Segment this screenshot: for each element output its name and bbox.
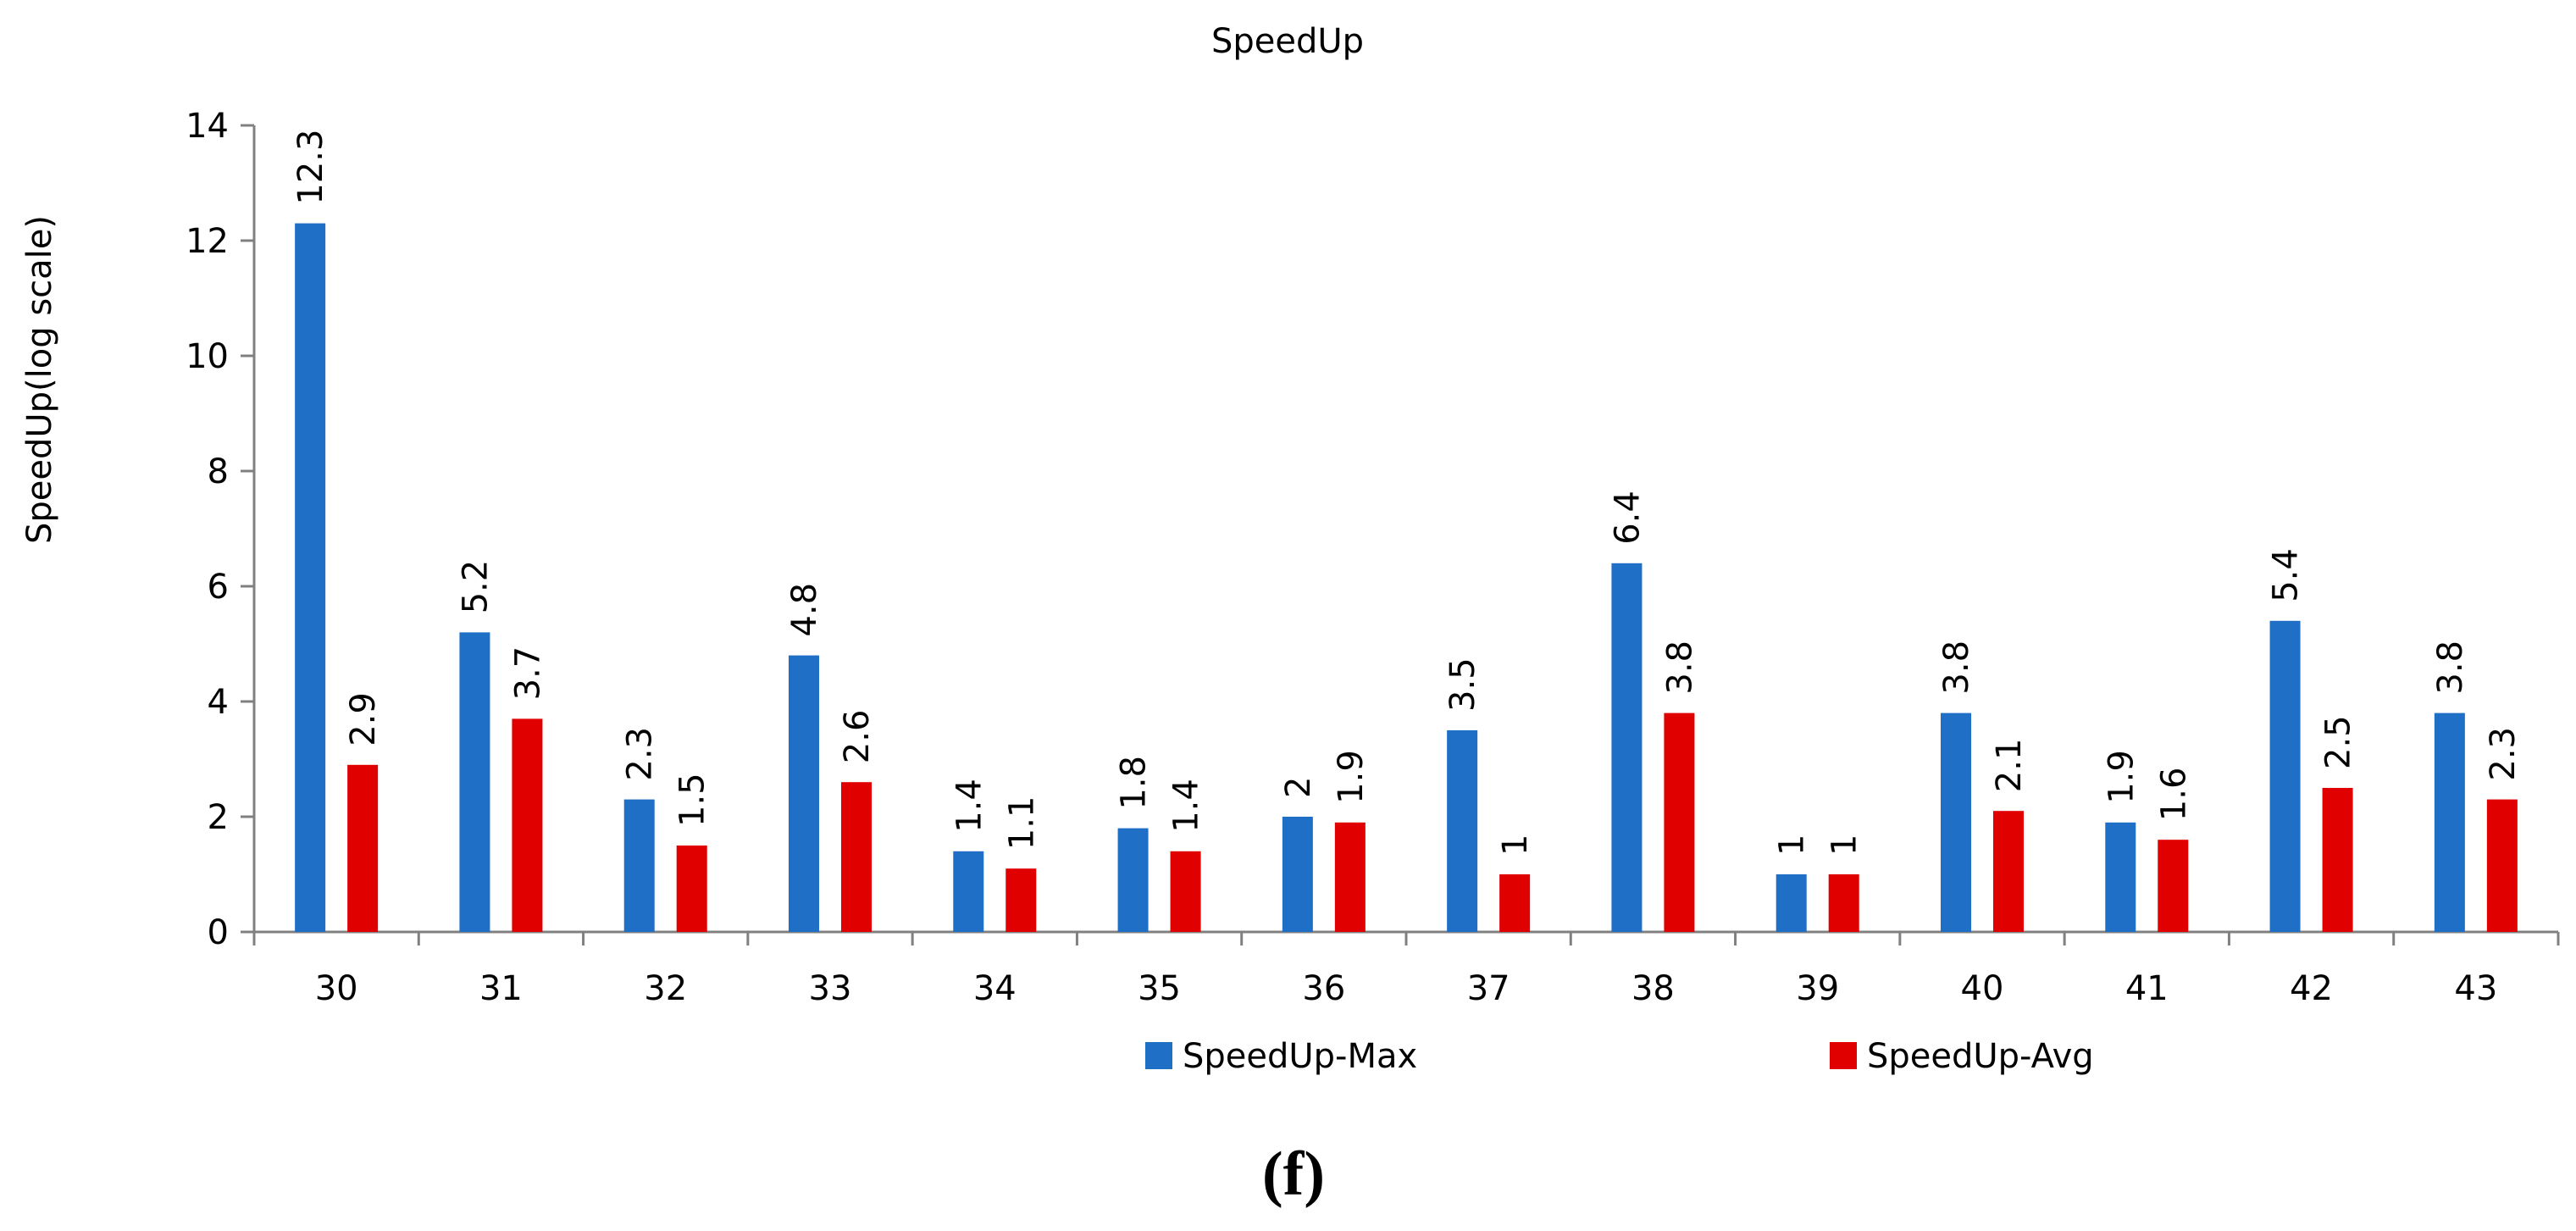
data-label: 2 — [1279, 777, 1318, 798]
bar-max — [1447, 730, 1478, 932]
bar-max — [953, 851, 984, 932]
bar-avg — [676, 846, 707, 932]
y-tick-label: 6 — [208, 568, 229, 607]
data-label: 1.9 — [2102, 750, 2141, 804]
bar-avg — [2322, 788, 2353, 932]
bar-max — [2434, 713, 2465, 932]
x-tick-label: 37 — [1467, 969, 1510, 1008]
data-label: 2.6 — [838, 710, 877, 764]
x-tick-label: 34 — [973, 969, 1017, 1008]
bar-max — [623, 799, 655, 932]
y-tick-label: 4 — [208, 683, 229, 722]
panel-caption: (f) — [1262, 1140, 1325, 1209]
bar-avg — [1005, 868, 1037, 932]
chart-title: SpeedUp — [1211, 22, 1364, 61]
x-tick-label: 36 — [1302, 969, 1345, 1008]
legend-label-max: SpeedUp-Max — [1183, 1037, 1417, 1076]
bar-max — [1776, 874, 1807, 932]
bar-max — [1941, 713, 1971, 932]
data-label: 12.3 — [291, 130, 330, 205]
data-label: 6.4 — [1608, 491, 1647, 545]
data-label: 5.4 — [2267, 548, 2306, 602]
data-label: 3.8 — [1937, 640, 1976, 695]
x-tick-label: 31 — [479, 969, 523, 1008]
data-label: 2.3 — [621, 727, 660, 781]
data-label: 1 — [1496, 835, 1535, 856]
legend-label-avg: SpeedUp-Avg — [1867, 1037, 2094, 1076]
x-tick-label: 43 — [2454, 969, 2497, 1008]
legend-swatch-avg — [1830, 1042, 1857, 1069]
x-tick-label: 41 — [2125, 969, 2169, 1008]
data-label: 2.1 — [1990, 739, 2029, 793]
x-tick-label: 33 — [809, 969, 852, 1008]
bar-avg — [512, 718, 543, 932]
data-label: 4.8 — [785, 583, 824, 637]
bar-avg — [1499, 874, 1531, 932]
y-tick-label: 0 — [208, 913, 229, 952]
bar-avg — [1664, 713, 1695, 932]
data-label: 1 — [1773, 835, 1812, 856]
bar-avg — [841, 782, 872, 932]
data-label: 1.6 — [2154, 768, 2193, 822]
y-tick-label: 12 — [186, 222, 229, 261]
bar-avg — [1334, 822, 1366, 932]
bar-avg — [2158, 840, 2189, 932]
bar-avg — [2486, 799, 2518, 932]
y-tick-label: 8 — [208, 452, 229, 491]
x-tick-label: 42 — [2290, 969, 2333, 1008]
bar-max — [2269, 620, 2301, 932]
legend-swatch-max — [1145, 1042, 1172, 1069]
x-tick-label: 30 — [315, 969, 358, 1008]
bar-max — [2105, 822, 2136, 932]
bar-avg — [347, 764, 379, 932]
data-label: 1.5 — [673, 773, 712, 827]
x-tick-label: 35 — [1138, 969, 1181, 1008]
bar-max — [459, 632, 490, 932]
data-label: 1.9 — [1332, 750, 1371, 804]
data-label: 1.4 — [950, 779, 989, 833]
y-axis-label: SpeedUp(log scale) — [20, 215, 59, 544]
data-label: 1.8 — [1115, 756, 1154, 810]
data-label: 2.5 — [2319, 715, 2358, 769]
data-label: 3.8 — [2431, 640, 2470, 695]
x-tick-label: 32 — [644, 969, 687, 1008]
x-tick-label: 38 — [1631, 969, 1675, 1008]
data-label: 1.1 — [1002, 796, 1041, 851]
y-tick-label: 14 — [186, 107, 229, 146]
data-label: 1 — [1825, 835, 1864, 856]
bar-max — [295, 223, 326, 933]
data-label: 3.5 — [1443, 657, 1482, 712]
y-tick-label: 2 — [208, 798, 229, 837]
bar-avg — [1170, 851, 1201, 932]
bar-max — [789, 655, 819, 932]
data-label: 5.2 — [456, 560, 495, 614]
bar-max — [1117, 828, 1149, 932]
data-label: 3.7 — [508, 646, 547, 701]
y-tick-label: 10 — [186, 337, 229, 376]
bar-max — [1282, 817, 1313, 932]
bar-avg — [1828, 874, 1859, 932]
x-tick-label: 40 — [1961, 969, 2004, 1008]
data-label: 3.8 — [1660, 640, 1699, 695]
x-tick-label: 39 — [1796, 969, 1839, 1008]
data-label: 2.9 — [344, 692, 383, 746]
bar-avg — [1993, 811, 2024, 932]
data-label: 1.4 — [1167, 779, 1206, 833]
legend: SpeedUp-Max SpeedUp-Avg — [1145, 1037, 2094, 1076]
data-label: 2.3 — [2484, 727, 2523, 781]
bar-max — [1611, 563, 1643, 932]
